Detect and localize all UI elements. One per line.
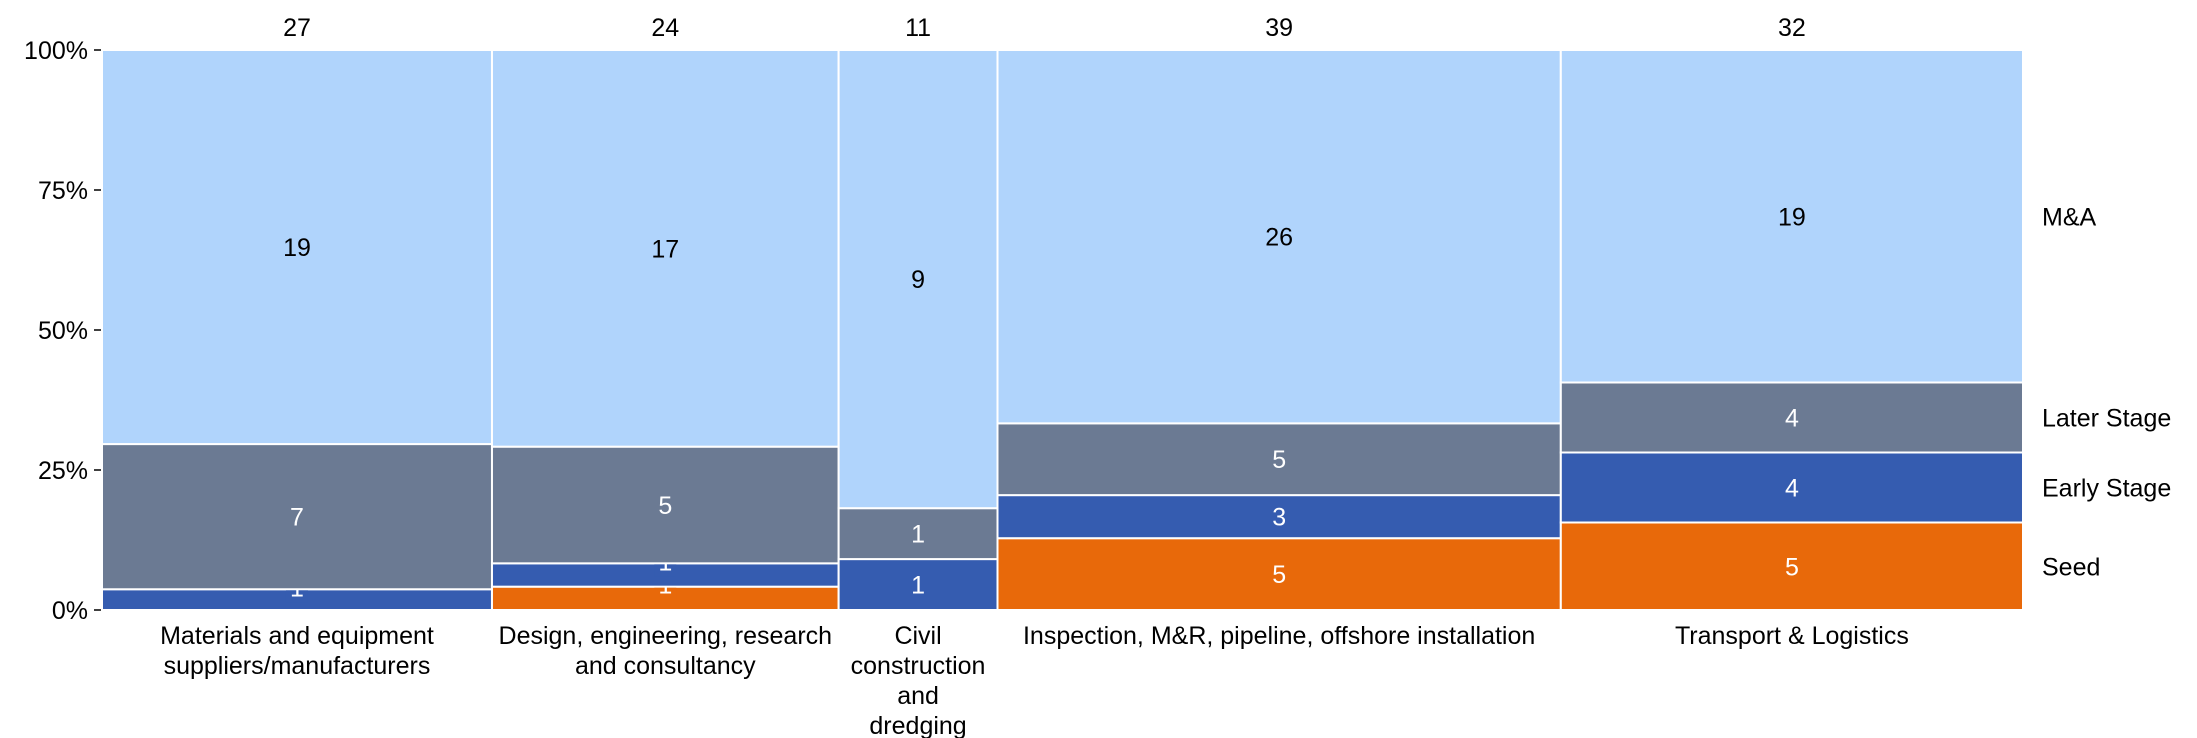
segment-value-label: 7: [290, 504, 304, 532]
segment-seed: [996, 537, 1562, 612]
column-total-label: 24: [651, 14, 679, 42]
segment-later-stage: [101, 443, 493, 591]
segment-value-label: 3: [1272, 504, 1286, 532]
segment-early-stage: [837, 558, 999, 611]
segment-value-label: 26: [1265, 224, 1293, 252]
segment-seed: [1559, 521, 2025, 611]
legend-item-seed: Seed: [2042, 553, 2100, 581]
category-label: Materials and equipment: [160, 622, 434, 650]
column-total-label: 27: [283, 14, 311, 42]
segment-later-stage: [1559, 381, 2025, 454]
segment-value-label: 1: [911, 521, 925, 549]
y-tick-label: 0%: [52, 597, 88, 625]
category-label: Civil: [894, 622, 941, 650]
segment-value-label: 5: [1272, 446, 1286, 474]
segment-later-stage: [490, 445, 840, 565]
category-label: construction: [851, 652, 986, 680]
segment-value-label: 5: [1272, 561, 1286, 589]
chart-columns: 1719115171195352654419: [101, 49, 2025, 612]
column-total-label: 39: [1265, 14, 1293, 42]
category-label: Design, engineering, research: [499, 622, 833, 650]
segment-value-label: 1: [911, 572, 925, 600]
segment-early-stage: [1559, 451, 2025, 524]
category-label: Inspection, M&R, pipeline, offshore inst…: [1023, 622, 1535, 650]
category-label: dredging: [869, 712, 966, 738]
y-tick-label: 75%: [38, 177, 88, 205]
segment-later-stage: [837, 507, 999, 561]
segment-m-a: [996, 49, 1562, 425]
category-label: suppliers/manufacturers: [164, 652, 431, 680]
legend-item-m-a: M&A: [2042, 203, 2097, 231]
category-label: Transport & Logistics: [1675, 622, 1909, 650]
y-tick-label: 50%: [38, 317, 88, 345]
segment-value-label: 4: [1785, 475, 1799, 503]
segment-value-label: 19: [283, 234, 311, 262]
segment-m-a: [837, 49, 999, 510]
segment-m-a: [101, 49, 493, 446]
column-total-label: 32: [1778, 14, 1806, 42]
x-axis-labels: Materials and equipmentsuppliers/manufac…: [160, 622, 1909, 738]
column-total-label: 11: [905, 14, 931, 42]
legend-item-later-stage: Later Stage: [2042, 405, 2171, 433]
legend: Seed Early Stage Later Stage M&A: [2042, 203, 2171, 581]
segment-value-label: 9: [911, 266, 925, 294]
segment-m-a: [490, 49, 840, 448]
segment-m-a: [1559, 49, 2025, 384]
column-totals: 27 24 11 39 32: [283, 14, 1806, 42]
segment-value-label: 5: [658, 492, 672, 520]
y-tick-label: 100%: [24, 37, 88, 65]
segment-value-label: 19: [1778, 203, 1806, 231]
y-tick-label: 25%: [38, 457, 88, 485]
category-label: and: [897, 682, 939, 710]
category-label: and consultancy: [575, 652, 756, 680]
segment-value-label: 17: [651, 235, 679, 263]
segment-value-label: 5: [1785, 553, 1799, 581]
segment-value-label: 4: [1785, 405, 1799, 433]
legend-item-early-stage: Early Stage: [2042, 475, 2171, 503]
